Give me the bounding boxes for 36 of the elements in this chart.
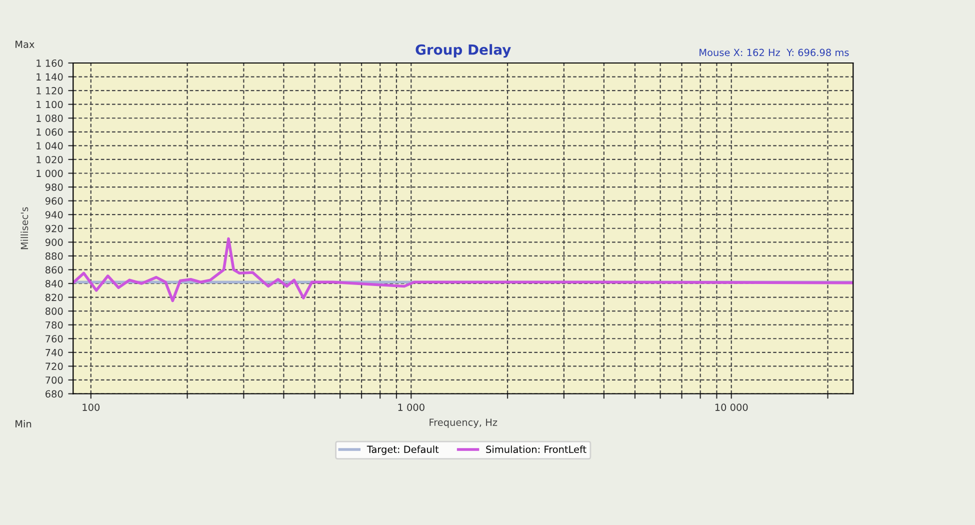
y-tick-label: 1 140	[36, 73, 63, 81]
y-tick-label: 900	[45, 238, 63, 246]
y-tick-label: 800	[46, 308, 63, 315]
x-tick-label: 10 000	[715, 404, 748, 411]
y-tick-label: 1 120	[36, 87, 63, 94]
y-tick-label: 820	[46, 294, 63, 302]
y-tick-label: 680	[46, 390, 63, 398]
y-tick-label: 1 000	[36, 170, 63, 178]
x-tick-label: 100	[82, 404, 100, 411]
y-tick-label: 700	[46, 376, 63, 384]
x-axis-title: Frequency, Hz	[430, 418, 498, 428]
y-tick-label: 1 040	[36, 142, 63, 150]
y-tick-label: 1 020	[36, 156, 63, 164]
y-tick-label: 740	[46, 348, 63, 356]
y-tick-label: 860	[46, 266, 63, 274]
x-tick-label: 1 000	[398, 404, 424, 411]
text: Max	[16, 40, 34, 48]
y-tick-label: 760	[46, 335, 63, 342]
chart-title: Group Delay	[416, 44, 511, 58]
legend-label: Simulation: FrontLeft	[486, 445, 586, 454]
y-tick-label: 960	[45, 197, 63, 205]
y-tick-label: 780	[46, 321, 63, 329]
y-tick-label: 720	[46, 362, 63, 370]
text: Mouse X: 162 Hz Y: 696.98 ms	[700, 48, 849, 56]
y-tick-label: 880	[46, 252, 63, 260]
y-tick-label: 940	[45, 211, 63, 218]
y-tick-label: 840	[46, 280, 63, 288]
legend-label: Target: Default	[366, 445, 439, 455]
y-axis-title: Millisec's	[20, 207, 28, 250]
y-tick-label: 980	[45, 184, 63, 191]
y-tick-label: 920	[45, 224, 63, 232]
y-tick-label: 1 160	[36, 59, 63, 67]
text: Min	[16, 420, 32, 428]
y-tick-label: 1 080	[36, 114, 63, 122]
y-tick-label: 1 060	[36, 128, 63, 136]
y-tick-label: 1 100	[36, 100, 63, 108]
